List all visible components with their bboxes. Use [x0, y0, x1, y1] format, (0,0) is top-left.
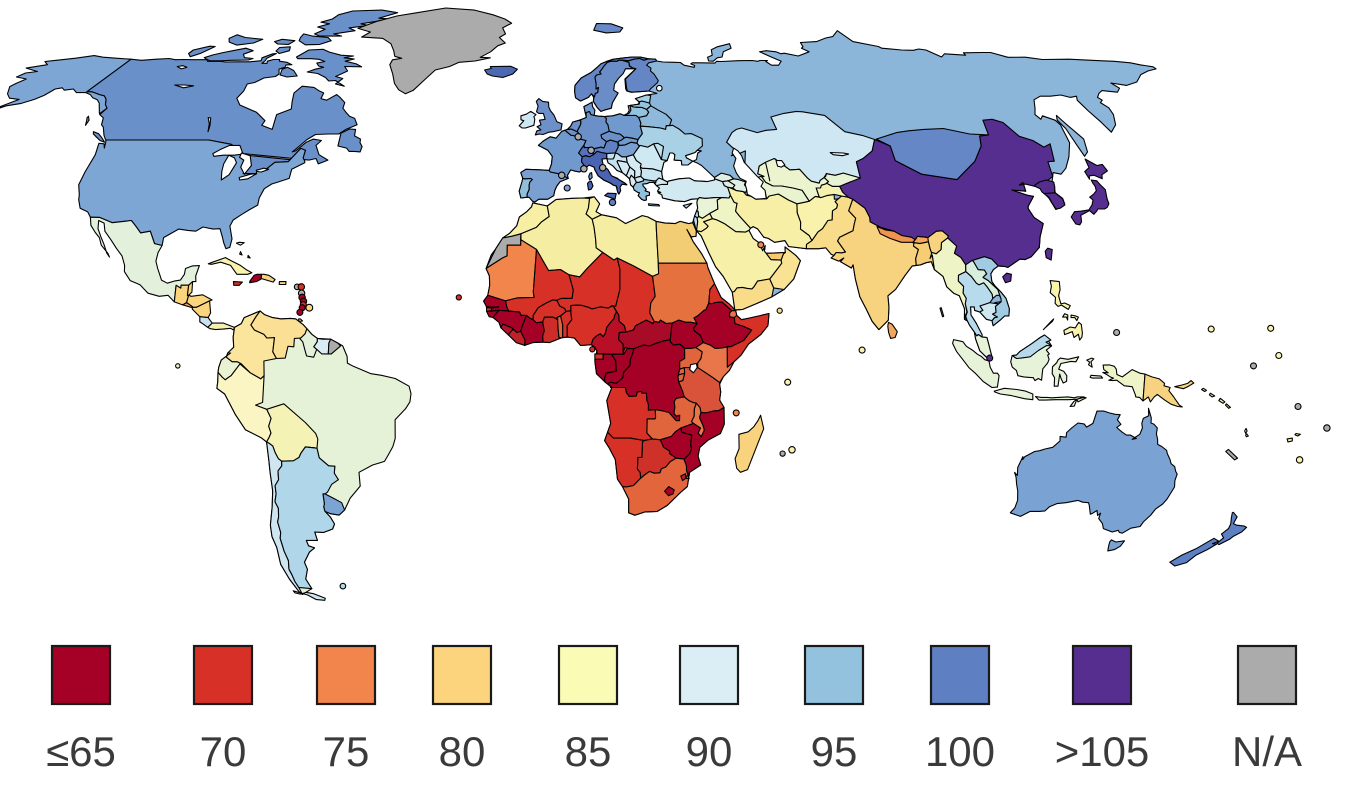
svg-text:70: 70	[200, 728, 247, 775]
svg-text:85: 85	[565, 728, 612, 775]
svg-text:75: 75	[323, 728, 370, 775]
svg-text:100: 100	[925, 728, 995, 775]
svg-text:80: 80	[439, 728, 486, 775]
svg-text:≤65: ≤65	[46, 728, 116, 775]
svg-text:N/A: N/A	[1232, 728, 1302, 775]
svg-text:>105: >105	[1055, 728, 1150, 775]
svg-text:90: 90	[686, 728, 733, 775]
svg-text:95: 95	[811, 728, 858, 775]
